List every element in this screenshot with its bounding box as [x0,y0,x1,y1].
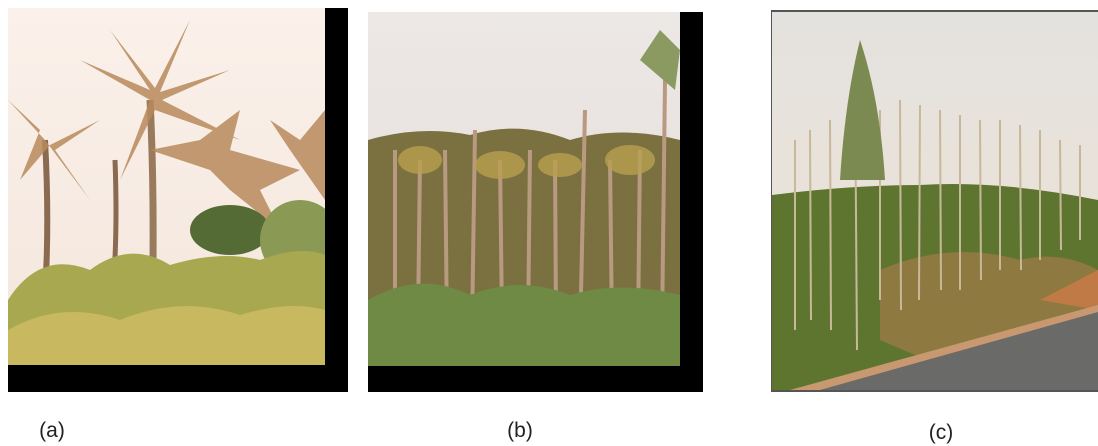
figure: (a) (b) (c) [0,0,1098,446]
photo-c [771,10,1098,392]
photo-a [8,8,348,392]
caption: (c) [929,421,954,444]
photo-b [368,12,703,392]
caption: (a) [39,419,65,442]
caption: (b) [507,419,533,442]
page: (a) (b) (c) (() => { const data = JSON.p… [0,0,1098,446]
